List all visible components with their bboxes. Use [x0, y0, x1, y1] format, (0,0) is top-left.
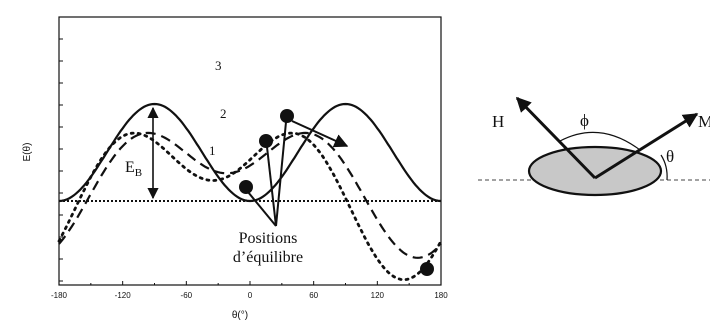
rolling-arrow [291, 120, 349, 148]
series-line-3 [57, 131, 443, 282]
theta-arc [660, 154, 668, 181]
x-tick-label: -60 [181, 291, 193, 300]
phi-label: ϕ [580, 111, 589, 130]
y-axis-label: E(θ) [22, 143, 33, 162]
y-axis-ticks [59, 38, 63, 282]
equilibrium-ball-1 [239, 180, 253, 194]
particle-ellipse [527, 145, 663, 197]
series-line-1 [58, 102, 442, 203]
pointer-line-2 [266, 146, 277, 227]
x-tick-label: 0 [248, 291, 253, 300]
chart-series-group [57, 102, 443, 282]
equilibrium-label-line1: Positions [239, 230, 298, 247]
pointer-line-1 [247, 191, 277, 227]
x-tick-label: 60 [309, 291, 318, 300]
curve-label-1: 1 [209, 143, 216, 158]
field-vector-h [515, 96, 597, 180]
x-axis-ticks: -180 -120 -60 0 60 120 180 [51, 281, 448, 300]
equilibrium-ball-2 [259, 134, 273, 148]
phi-arc [559, 131, 641, 151]
x-tick-label: 120 [371, 291, 385, 300]
theta-label: θ [666, 147, 674, 166]
magnetization-vector-m [594, 112, 699, 180]
pointer-line-3 [275, 121, 287, 227]
field-label: H [492, 112, 504, 131]
series-line-2 [58, 131, 442, 259]
energy-chart: -180 -120 -60 0 60 120 180 θ(°) E(θ) 1 2 3 EB … [22, 16, 448, 321]
x-tick-label: -180 [51, 291, 68, 300]
x-axis-label: θ(°) [232, 310, 248, 321]
equilibrium-label-line2: d’équilibre [233, 249, 303, 266]
curve-label-2: 2 [220, 106, 227, 121]
equilibrium-ball-4 [420, 262, 434, 276]
x-tick-label: 180 [434, 291, 448, 300]
magnetization-diagram: H M ϕ θ [478, 96, 710, 197]
equilibrium-ball-3 [280, 109, 294, 123]
curve-label-3: 3 [215, 58, 222, 73]
x-tick-label: -120 [115, 291, 132, 300]
energy-barrier-label: EB [125, 159, 142, 179]
magnetization-label: M [698, 112, 710, 131]
